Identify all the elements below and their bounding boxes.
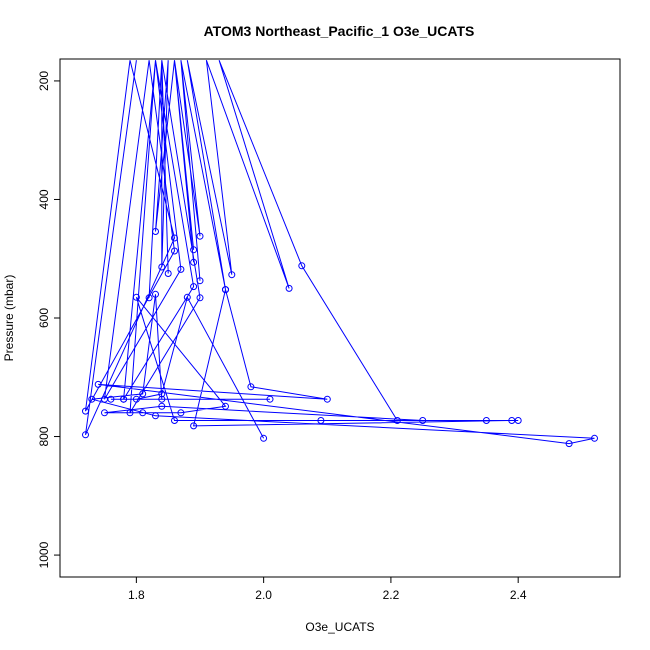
chart-title: ATOM3 Northeast_Pacific_1 O3e_UCATS bbox=[204, 23, 475, 39]
x-tick-label: 2.0 bbox=[255, 588, 272, 602]
data-point bbox=[158, 395, 166, 403]
data-point bbox=[132, 395, 140, 403]
data-point bbox=[145, 294, 153, 302]
data-point bbox=[171, 234, 178, 242]
data-point bbox=[171, 247, 178, 255]
data-point bbox=[152, 412, 159, 420]
data-point bbox=[132, 293, 140, 301]
data-point bbox=[88, 395, 96, 403]
data-point bbox=[222, 286, 229, 294]
x-axis-label: O3e_UCATS bbox=[305, 620, 374, 634]
y-axis-label: Pressure (mbar) bbox=[2, 275, 16, 362]
data-point bbox=[393, 417, 401, 424]
data-point bbox=[285, 284, 293, 292]
data-point bbox=[152, 228, 159, 235]
data-point bbox=[228, 271, 236, 279]
series-line bbox=[85, 60, 595, 445]
data-point bbox=[247, 383, 255, 391]
plot-frame bbox=[59, 58, 621, 578]
data-point bbox=[82, 407, 89, 415]
data-point bbox=[482, 417, 490, 424]
data-point bbox=[101, 409, 108, 417]
data-point bbox=[158, 402, 166, 410]
data-point bbox=[177, 409, 185, 417]
data-point bbox=[190, 258, 198, 266]
data-point bbox=[260, 434, 268, 442]
data-point bbox=[158, 390, 166, 398]
data-point bbox=[298, 262, 306, 270]
data-point bbox=[266, 395, 274, 403]
data-point bbox=[139, 409, 147, 417]
y-axis: 200 400 600 800 1000 bbox=[37, 71, 60, 568]
data-point bbox=[120, 395, 128, 403]
data-point bbox=[323, 395, 331, 403]
data-point bbox=[139, 390, 147, 398]
y-tick-label: 1000 bbox=[37, 541, 51, 568]
y-tick-label: 200 bbox=[37, 71, 51, 91]
data-point bbox=[94, 380, 102, 388]
data-point bbox=[82, 431, 89, 439]
data-point bbox=[591, 434, 598, 442]
data-point bbox=[508, 417, 516, 424]
data-point bbox=[107, 395, 115, 403]
data-point bbox=[190, 283, 198, 291]
data-point bbox=[164, 270, 172, 277]
data-point bbox=[317, 417, 325, 424]
y-tick-label: 600 bbox=[37, 308, 51, 328]
data-point bbox=[222, 402, 229, 410]
y-tick-label: 400 bbox=[37, 189, 51, 209]
x-axis: 1.8 2.0 2.2 2.4 bbox=[128, 577, 527, 602]
data-point bbox=[196, 277, 204, 285]
data-point bbox=[152, 290, 159, 298]
x-tick-label: 1.8 bbox=[128, 588, 145, 602]
x-tick-label: 2.4 bbox=[510, 588, 527, 602]
data-point bbox=[171, 417, 178, 424]
data-point bbox=[126, 409, 134, 417]
data-point bbox=[196, 294, 204, 302]
data-point bbox=[419, 417, 427, 424]
x-tick-label: 2.2 bbox=[383, 588, 400, 602]
data-point bbox=[158, 263, 166, 271]
data-point bbox=[177, 265, 185, 273]
plot-area bbox=[82, 60, 598, 448]
data-point bbox=[196, 232, 204, 240]
y-tick-label: 800 bbox=[37, 426, 51, 446]
data-point bbox=[183, 293, 191, 301]
data-point bbox=[190, 246, 198, 254]
data-point bbox=[565, 440, 573, 448]
data-point bbox=[190, 422, 198, 430]
